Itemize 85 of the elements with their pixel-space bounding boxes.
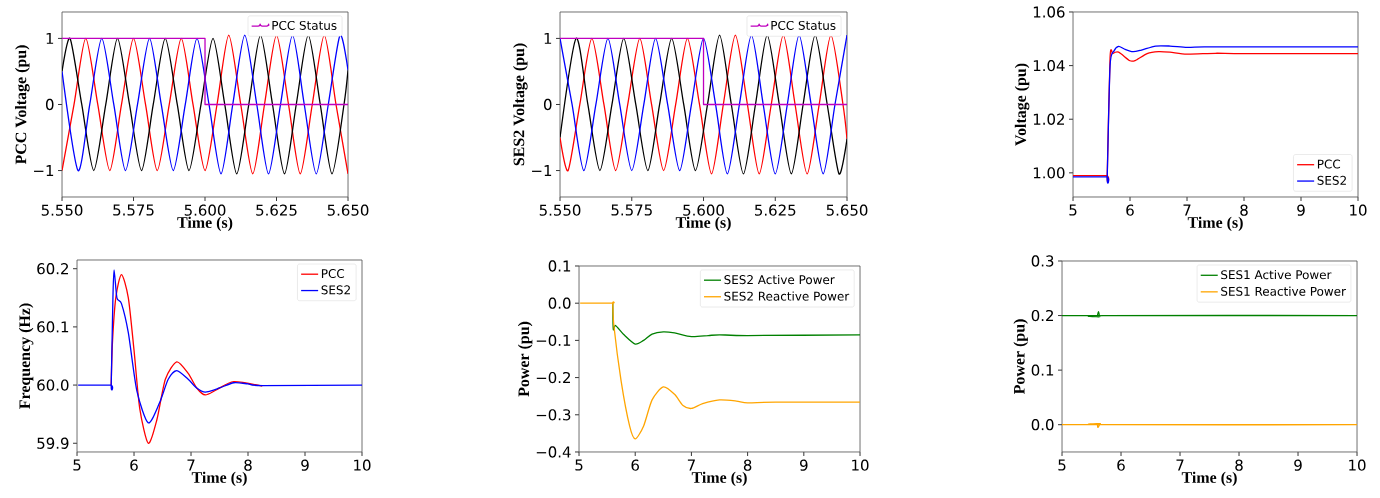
x-tick-label: 8 <box>743 459 752 471</box>
x-tick-label: 5.550 <box>539 204 581 216</box>
x-tick-label: 7 <box>1183 204 1191 216</box>
y-tick-label: −0.1 <box>536 334 571 347</box>
y-tick-label: −0.3 <box>536 409 571 421</box>
x-tick-label: 5.600 <box>683 204 724 216</box>
line-series <box>110 273 263 444</box>
y-tick-label: 1.02 <box>1033 113 1064 125</box>
x-tick-label: 9 <box>1297 204 1305 216</box>
y-tick-label: 1.06 <box>1033 6 1065 18</box>
y-tick-label: 0 <box>45 98 54 111</box>
y-tick-label: −1 <box>532 165 552 176</box>
y-tick-label: 60.2 <box>37 263 68 275</box>
legend-label: PCC <box>321 269 345 279</box>
x-tick-label: 10 <box>852 459 869 471</box>
y-tick-label: 1.00 <box>1033 167 1065 179</box>
y-tick-label: 59.9 <box>37 437 69 449</box>
y-tick-label: 0.3 <box>1031 255 1054 267</box>
y-axis-title: Power (pu) <box>517 321 533 397</box>
x-tick-label: 9 <box>800 459 808 471</box>
y-axis-title: SES2 Voltage (pu) <box>513 43 528 166</box>
x-tick-label: 6 <box>631 459 640 471</box>
x-tick-label: 9 <box>1294 459 1302 471</box>
legend-label: PCC Status <box>272 20 337 30</box>
legend-label: SES2 Active Power <box>724 274 835 285</box>
x-tick-label: 5.575 <box>113 204 154 216</box>
x-axis-title: Time (s) <box>177 216 233 232</box>
legend-label: SES1 Active Power <box>1221 270 1332 280</box>
y-tick-label: 1.04 <box>1033 59 1065 72</box>
x-tick-label: 5.550 <box>41 204 83 216</box>
x-tick-label: 5 <box>1069 204 1077 216</box>
x-tick-label: 5.575 <box>611 204 652 216</box>
y-tick-label: −0.4 <box>536 446 571 458</box>
y-tick-label: 0.0 <box>548 297 571 309</box>
x-tick-label: 5.650 <box>826 204 868 216</box>
line-series <box>62 34 349 175</box>
x-tick-label: 5.650 <box>327 204 369 216</box>
x-tick-label: 5 <box>73 459 81 471</box>
x-tick-label: 5.600 <box>184 204 226 216</box>
x-tick-label: 5 <box>575 459 583 471</box>
x-tick-label: 5 <box>1058 459 1066 471</box>
legend-label: SES1 Reactive Power <box>1221 286 1346 296</box>
legend-label: SES2 <box>321 285 350 295</box>
y-tick-label: −0.2 <box>536 371 570 384</box>
y-axis-title: PCC Voltage (pu) <box>15 45 30 165</box>
x-tick-label: 5.625 <box>256 204 297 216</box>
x-axis-title: Time (s) <box>191 471 247 487</box>
y-tick-label: 0.1 <box>548 260 571 272</box>
y-axis-title: Voltage (pu) <box>1014 63 1030 146</box>
x-tick-label: 10 <box>354 459 371 471</box>
x-tick-label: 7 <box>1176 459 1184 471</box>
x-tick-label: 10 <box>1350 204 1367 216</box>
y-tick-label: 0.0 <box>1031 419 1054 431</box>
y-axis-title: Frequency (Hz) <box>18 303 34 409</box>
legend-label: SES2 <box>1317 175 1346 185</box>
legend-label: PCC <box>1317 159 1341 169</box>
x-axis-title: Time (s) <box>1181 471 1237 487</box>
legend-label: SES2 Reactive Power <box>724 291 850 301</box>
x-axis-title: Time (s) <box>1187 216 1243 232</box>
y-tick-label: 1 <box>46 32 54 44</box>
y-axis-title: Power (pu) <box>1013 319 1028 395</box>
x-tick-label: 6 <box>130 459 138 471</box>
x-axis-title: Time (s) <box>691 471 747 487</box>
x-tick-label: 5.625 <box>755 204 796 216</box>
x-tick-label: 9 <box>301 459 309 471</box>
y-tick-label: 60.1 <box>37 321 69 333</box>
line-series <box>560 34 848 175</box>
legend-label: PCC Status <box>771 20 836 30</box>
x-tick-label: 8 <box>1240 204 1248 216</box>
y-tick-label: 0.1 <box>1031 364 1054 376</box>
x-tick-label: 8 <box>244 459 252 471</box>
x-tick-label: 6 <box>1126 204 1134 216</box>
x-tick-label: 8 <box>1235 459 1243 471</box>
x-axis-title: Time (s) <box>675 216 731 232</box>
y-tick-label: 0 <box>543 98 552 111</box>
y-tick-label: −1 <box>34 165 54 176</box>
y-tick-label: 1 <box>544 32 552 44</box>
x-tick-label: 7 <box>187 459 195 471</box>
y-tick-label: 0.2 <box>1031 309 1054 322</box>
line-series <box>579 302 861 440</box>
x-tick-label: 6 <box>1117 459 1125 471</box>
x-tick-label: 7 <box>687 459 695 471</box>
line-series <box>77 269 363 424</box>
y-tick-label: 60.0 <box>37 379 69 391</box>
x-tick-label: 10 <box>1349 459 1366 471</box>
